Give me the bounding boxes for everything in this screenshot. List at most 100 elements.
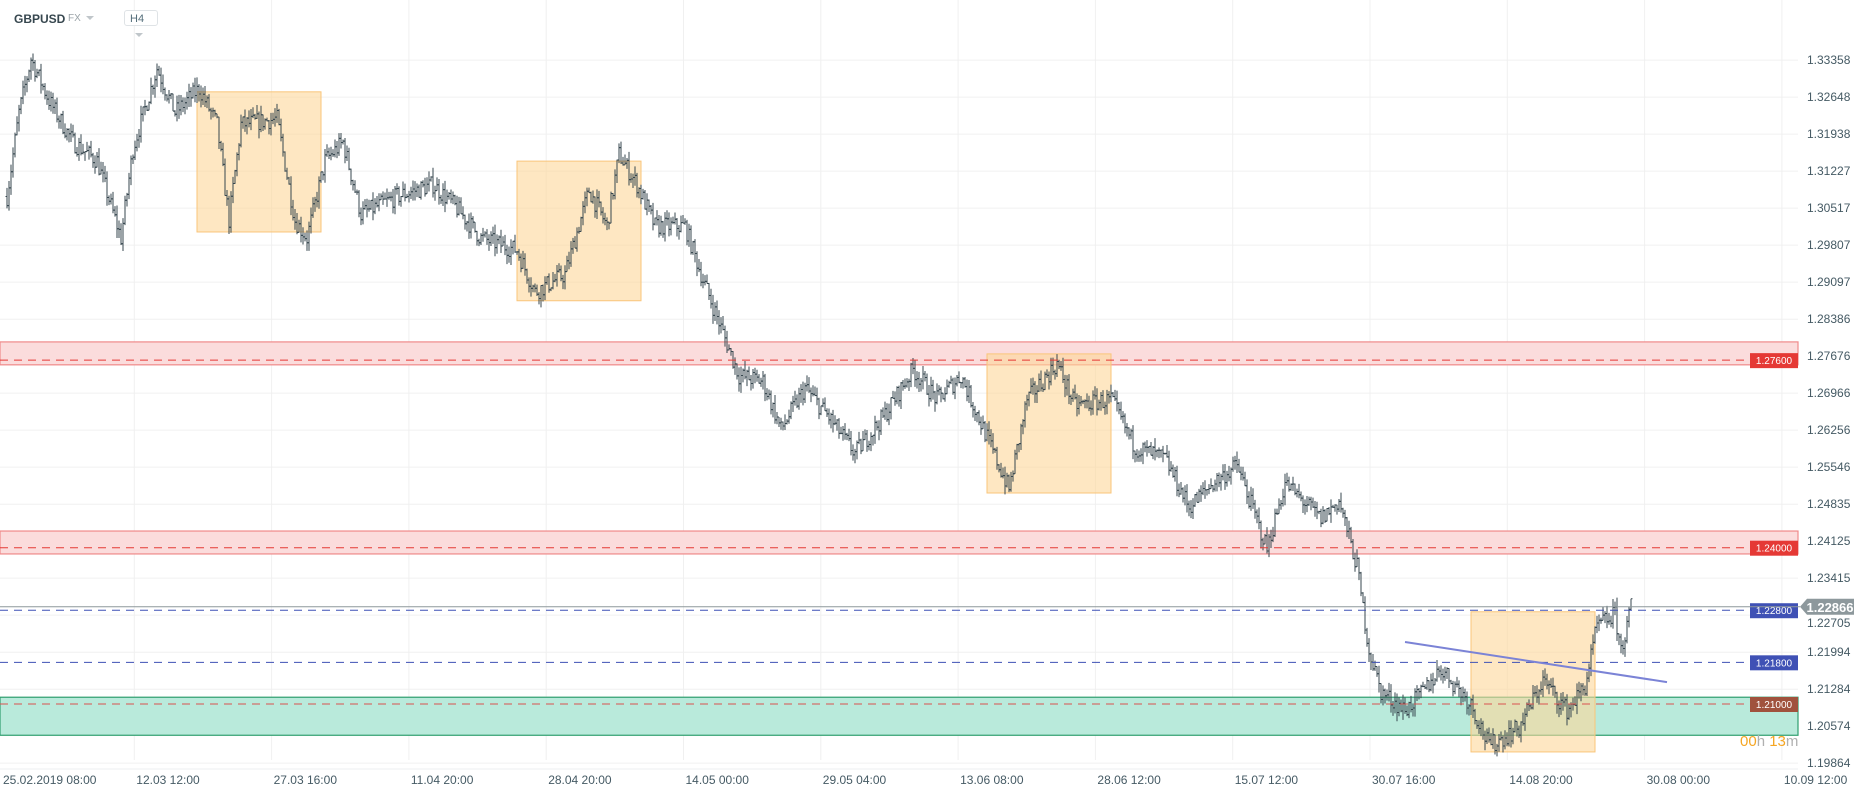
timeframe-selector[interactable]: H4 <box>124 10 158 38</box>
ohlc-bar <box>703 275 707 286</box>
ohlc-bar <box>443 180 447 213</box>
ohlc-bar <box>1439 665 1443 681</box>
ohlc-bar <box>1597 614 1601 632</box>
ohlc-bar <box>869 432 873 452</box>
boxes <box>196 91 1596 753</box>
ohlc-bar <box>687 223 691 247</box>
ohlc-bar <box>147 101 151 111</box>
ohlc-bar <box>747 366 751 381</box>
highlight-box <box>1470 611 1596 753</box>
ohlc-bar <box>915 371 919 389</box>
ohlc-bar <box>717 310 721 335</box>
ohlc-bar <box>645 193 649 216</box>
ohlc-bar <box>1195 491 1199 503</box>
ohlc-bar <box>1141 442 1145 465</box>
ohlc-bar <box>617 143 621 164</box>
ohlc-bar <box>425 177 429 195</box>
y-tick-label: 1.29097 <box>1807 275 1851 289</box>
ohlc-bar <box>775 412 779 425</box>
ohlc-bar <box>1595 615 1599 634</box>
timer-hours: 00 <box>1740 733 1757 750</box>
ohlc-bar <box>489 231 493 246</box>
ohlc-bar <box>677 225 681 240</box>
x-tick-label: 28.06 12:00 <box>1097 773 1161 787</box>
ohlc-bar <box>323 149 327 183</box>
ohlc-bar <box>1189 500 1193 519</box>
ohlc-bar <box>883 401 887 420</box>
resistance-zone <box>0 341 1799 366</box>
ohlc-bar <box>485 229 489 245</box>
ohlc-bar <box>1443 666 1447 681</box>
ohlc-bar <box>849 430 853 456</box>
ohlc-bar <box>463 214 467 230</box>
ohlc-bar <box>153 75 157 98</box>
ohlc-bar <box>651 202 655 231</box>
ohlc-bar <box>689 225 693 255</box>
ohlc-bar <box>59 113 63 129</box>
ohlc-bar <box>1241 466 1245 481</box>
ohlc-bar <box>969 385 973 408</box>
ohlc-bar <box>721 315 725 331</box>
ohlc-bar <box>353 180 357 193</box>
ohlc-bar <box>759 377 763 387</box>
ohlc-bar <box>659 215 663 236</box>
ohlc-bar <box>1173 467 1177 482</box>
ohlc-bar <box>149 77 153 105</box>
ohlc-bar <box>939 386 943 403</box>
ohlc-bar <box>367 199 371 212</box>
ohlc-bar <box>1361 592 1365 604</box>
ohlc-bar <box>25 76 29 93</box>
ohlc-bar <box>1133 450 1137 463</box>
ohlc-bar <box>479 233 483 245</box>
ohlc-bar <box>1321 506 1325 525</box>
ohlc-bar <box>667 212 671 237</box>
ohlc-bar <box>791 395 795 413</box>
ohlc-bar <box>1253 499 1257 519</box>
ohlc-bar <box>1175 465 1179 497</box>
y-tick-label: 1.28386 <box>1807 312 1851 326</box>
ohlc-bar <box>735 363 739 380</box>
ohlc-bar <box>361 201 365 225</box>
ohlc-bar <box>161 74 165 95</box>
ohlc-bar <box>865 429 869 452</box>
y-tick-label: 1.24125 <box>1807 534 1851 548</box>
level-price-label: 1.24000 <box>1756 544 1793 555</box>
ohlc-bar <box>101 162 105 183</box>
level-price-label: 1.21000 <box>1756 700 1793 711</box>
ohlc-bar <box>439 194 443 204</box>
ohlc-bar <box>1297 483 1301 499</box>
trendline <box>1404 641 1668 684</box>
ohlc-bar <box>1437 666 1441 678</box>
ohlc-bar <box>1115 390 1119 412</box>
ohlc-bar <box>409 186 413 199</box>
ohlc-bar <box>411 180 415 201</box>
timer-h-unit: h <box>1756 733 1766 750</box>
ohlc-bar <box>421 180 425 188</box>
ohlc-bar <box>185 91 189 110</box>
ohlc-bar <box>1615 597 1619 642</box>
ohlc-bar <box>115 205 119 239</box>
market-selector[interactable]: FX <box>68 13 94 24</box>
ohlc-bar <box>779 417 783 430</box>
ohlc-bar <box>773 394 777 424</box>
ohlc-bar <box>1235 451 1239 473</box>
ohlc-bar <box>1277 498 1281 515</box>
ohlc-bar <box>641 188 645 200</box>
ohlc-bar <box>983 420 987 443</box>
ohlc-bar <box>1377 665 1381 693</box>
ohlc-bar <box>15 116 19 136</box>
ohlc-bar <box>35 68 39 79</box>
current-price-label: 1.22866 <box>1807 600 1854 615</box>
level-price-label: 1.22800 <box>1756 606 1793 617</box>
symbol-label[interactable]: GBPUSD <box>14 12 66 26</box>
ohlc-bar <box>351 179 355 191</box>
ohlc-bar <box>1353 552 1357 572</box>
x-tick-label: 29.05 04:00 <box>823 773 887 787</box>
ohlc-bar <box>823 397 827 412</box>
ohlc-bar <box>1619 633 1623 654</box>
ohlc-bar <box>691 240 695 255</box>
x-tick-label: 11.04 20:00 <box>411 773 474 787</box>
ohlc-bar <box>1623 637 1627 657</box>
ohlc-bar <box>1233 455 1237 470</box>
